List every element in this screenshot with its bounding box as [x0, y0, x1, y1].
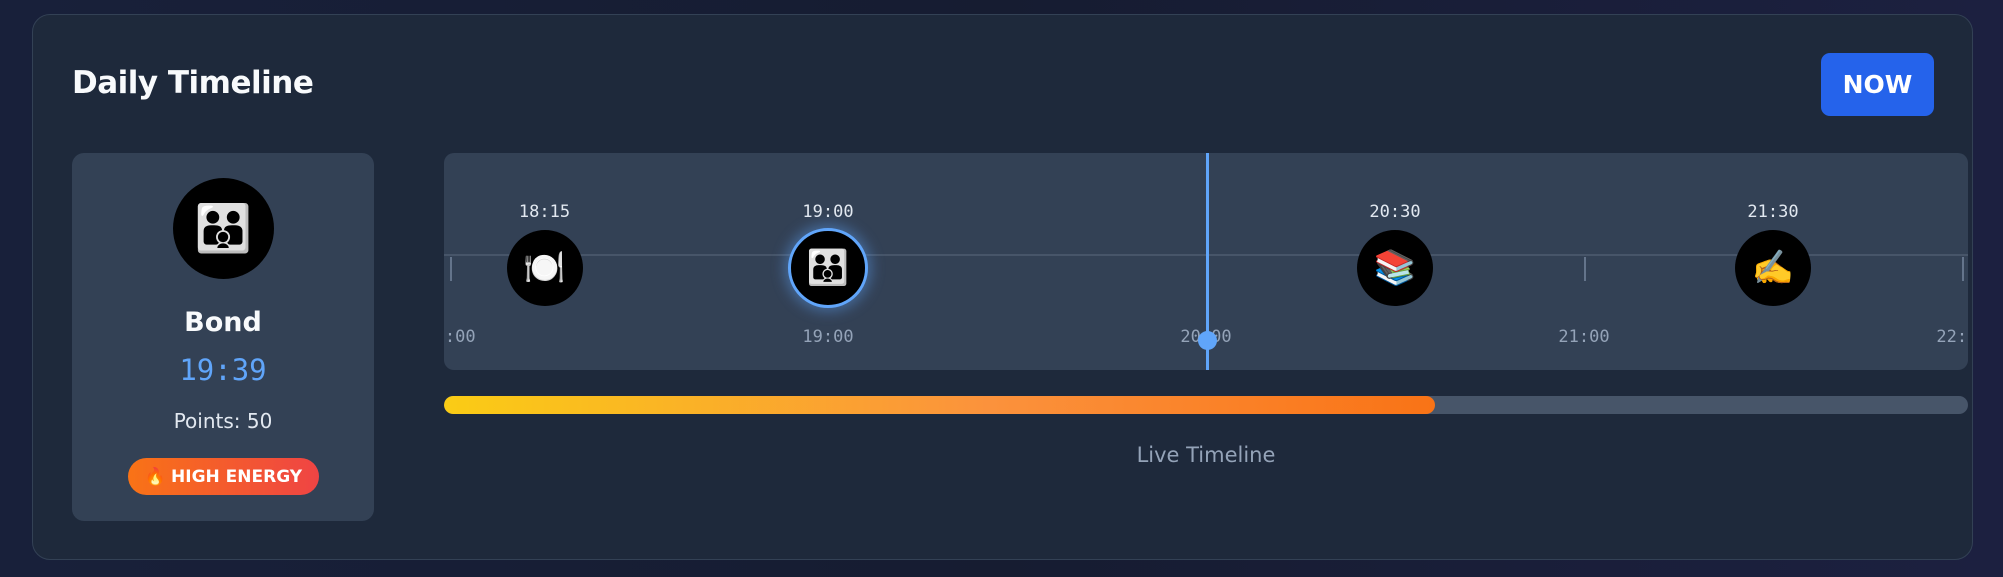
event-time: 21:30: [1747, 202, 1799, 222]
hour-label: 21:00: [1558, 327, 1610, 347]
page-title: Daily Timeline: [72, 65, 314, 101]
event-time: 18:15: [518, 202, 571, 222]
writing-hand-icon[interactable]: ✍️: [1735, 230, 1811, 306]
current-time-handle[interactable]: [1198, 331, 1217, 350]
plate-cutlery-icon[interactable]: 🍽️: [506, 230, 583, 306]
family-icon[interactable]: 👪: [788, 228, 868, 308]
timeline-track[interactable]: 18:0019:0020:0021:0022:0018:15🍽️19:00👪20…: [444, 153, 1968, 370]
live-timeline-label: Live Timeline: [1136, 443, 1276, 467]
energy-badge-label: HIGH ENERGY: [171, 466, 303, 487]
now-button[interactable]: NOW: [1821, 53, 1934, 116]
hour-tick: [1962, 257, 1964, 281]
books-icon[interactable]: 📚: [1357, 230, 1433, 306]
profile-points: Points: 50: [173, 409, 273, 433]
event-time: 20:30: [1369, 202, 1421, 222]
profile-name: Bond: [184, 307, 262, 338]
hour-tick: [1584, 257, 1586, 281]
profile-card: 👪 Bond 19:39 Points: 50 🔥 HIGH ENERGY: [72, 153, 374, 521]
hour-label: 19:00: [802, 327, 854, 347]
profile-time: 19:39: [179, 353, 267, 387]
hour-tick: [450, 257, 452, 281]
hour-label: 22:00: [1936, 327, 1968, 347]
current-time-indicator: [1206, 153, 1209, 370]
hour-label: 18:00: [444, 327, 476, 347]
progress-bar: [444, 396, 1968, 414]
family-icon: 👪: [173, 178, 274, 279]
progress-bar-fill: [444, 396, 1435, 414]
energy-badge: 🔥 HIGH ENERGY: [128, 458, 319, 495]
daily-timeline-card: Daily Timeline NOW 👪 Bond 19:39 Points: …: [32, 14, 1973, 560]
fire-icon: 🔥: [144, 466, 167, 487]
event-time: 19:00: [802, 202, 854, 222]
